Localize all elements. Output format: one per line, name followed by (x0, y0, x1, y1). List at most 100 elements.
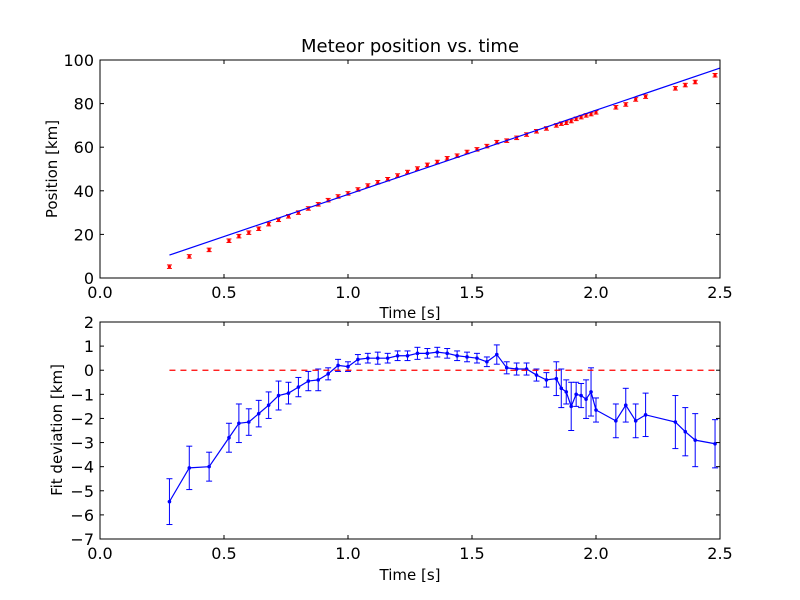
deviation-plot-frame (99, 321, 721, 540)
deviation-point (435, 350, 440, 354)
deviation-y-axis-label: Fit deviation [km] (48, 364, 66, 496)
position-point (237, 234, 241, 238)
deviation-point (286, 391, 291, 395)
deviation-point (336, 363, 340, 368)
position-point (435, 160, 439, 164)
position-point (207, 248, 211, 252)
deviation-point (316, 378, 321, 382)
deviation-point (504, 366, 509, 370)
deviation-point (544, 378, 549, 382)
position-point (276, 218, 281, 222)
deviation-y-tick-label: 2 (84, 313, 94, 332)
deviation-y-tick-label: 1 (84, 337, 94, 356)
position-point (634, 97, 638, 102)
deviation-point (405, 353, 410, 358)
deviation-point (415, 351, 420, 356)
deviation-point (623, 403, 628, 407)
deviation-x-tick-label: 0.5 (211, 544, 236, 563)
deviation-point (385, 356, 390, 360)
deviation-point (296, 385, 301, 389)
deviation-point (475, 356, 479, 360)
deviation-point (276, 393, 281, 398)
position-point (257, 227, 261, 231)
position-plot: Meteor position vs. time 0.0 0.5 1.0 1.5 2.0… (43, 36, 733, 322)
position-point (495, 140, 499, 144)
position-x-tick-label: 1.5 (459, 283, 484, 302)
position-x-tick-label: 2.5 (707, 283, 732, 302)
position-plot-frame (99, 59, 721, 279)
deviation-point (375, 356, 380, 360)
deviation-point (256, 411, 261, 416)
deviation-point (187, 466, 192, 470)
deviation-x-tick-label: 0.0 (87, 544, 112, 563)
deviation-point (614, 419, 618, 423)
position-point (376, 180, 380, 184)
deviation-x-tick-label: 1.0 (335, 544, 360, 563)
deviation-point (227, 435, 231, 440)
deviation-point (584, 397, 588, 401)
deviation-x-axis-label: Time [s] (379, 566, 441, 584)
deviation-point (485, 359, 489, 364)
position-point (614, 105, 618, 109)
deviation-y-ticks: −7 −6 −5 −4 −3 −2 −1 0 1 2 (70, 313, 720, 549)
deviation-point (306, 379, 311, 383)
position-y-tick-label: 20 (74, 225, 94, 244)
position-x-tick-label: 2.0 (583, 283, 608, 302)
deviation-y-tick-label: −3 (70, 434, 94, 453)
deviation-y-tick-label: −4 (70, 458, 94, 477)
deviation-point (247, 420, 251, 424)
position-point (569, 119, 573, 123)
deviation-y-tick-label: −2 (70, 409, 94, 428)
position-point (693, 80, 697, 84)
position-point (386, 177, 390, 181)
position-point (683, 83, 687, 87)
position-y-tick-label: 80 (74, 95, 94, 114)
deviation-point (693, 438, 697, 442)
position-x-axis-label: Time [s] (379, 304, 441, 322)
position-point (247, 231, 251, 235)
position-point (673, 86, 677, 90)
deviation-x-tick-label: 2.5 (707, 544, 732, 563)
position-point (589, 112, 593, 116)
deviation-point (207, 464, 211, 469)
fit-line (169, 67, 721, 256)
deviation-point (455, 353, 459, 358)
position-x-tick-label: 1.0 (335, 283, 360, 302)
position-point (167, 265, 172, 269)
deviation-point (346, 364, 350, 369)
position-point (267, 222, 271, 226)
position-point (366, 183, 370, 188)
deviation-y-tick-label: −7 (70, 530, 94, 549)
deviation-point (594, 408, 598, 412)
position-point (187, 254, 191, 259)
deviation-x-ticks: 0.0 0.5 1.0 1.5 2.0 2.5 (87, 322, 733, 563)
position-y-ticks: 0 20 40 60 80 100 (63, 51, 720, 288)
deviation-y-tick-label: −1 (70, 385, 94, 404)
position-y-tick-label: 100 (63, 51, 94, 70)
deviation-point (643, 413, 648, 417)
position-point (465, 150, 469, 154)
position-x-tick-label: 0.5 (211, 283, 236, 302)
deviation-point (356, 357, 360, 362)
position-point (445, 156, 449, 160)
deviation-plot: 0.0 0.5 1.0 1.5 2.0 2.5 −7 −6 −5 −4 −3 −2 −1 0 1 2 Tim… (48, 313, 733, 584)
position-x-tick-label: 0.0 (87, 283, 112, 302)
deviation-y-tick-label: 0 (84, 361, 94, 380)
position-y-tick-label: 0 (84, 269, 94, 288)
deviation-point (366, 356, 370, 360)
position-point (644, 95, 648, 99)
deviation-point (465, 355, 469, 359)
deviation-point (559, 386, 564, 391)
position-point (227, 239, 231, 243)
position-point (405, 170, 410, 174)
deviation-point (633, 419, 638, 423)
deviation-point (579, 393, 583, 398)
position-point (713, 73, 717, 77)
deviation-point (495, 352, 499, 357)
deviation-x-tick-label: 2.0 (583, 544, 608, 563)
deviation-point (569, 404, 573, 409)
position-point (584, 113, 588, 117)
position-point (564, 121, 568, 125)
